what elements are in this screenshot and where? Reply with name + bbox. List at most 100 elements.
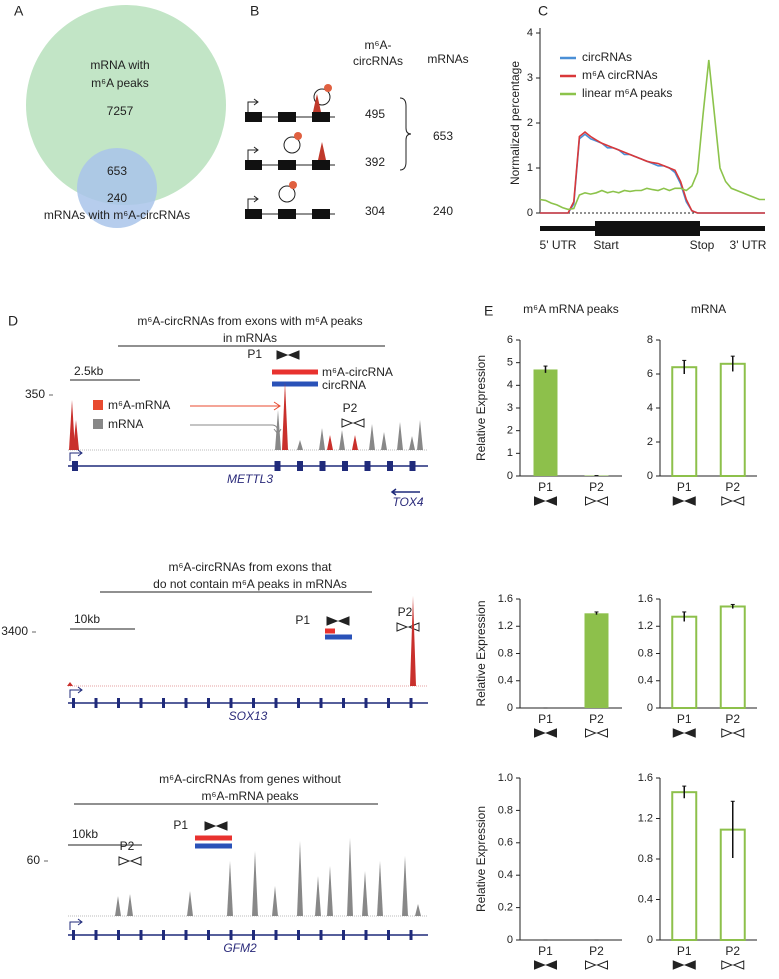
x-tick-label: P1 xyxy=(538,712,553,726)
exon xyxy=(278,209,296,219)
exon xyxy=(342,698,345,708)
coverage-peak xyxy=(297,841,303,916)
exon xyxy=(162,698,165,708)
x-tick-label: P2 xyxy=(725,944,740,958)
coverage-peak xyxy=(272,886,278,916)
y-tick-label: 0 xyxy=(647,934,653,946)
table-value: 495 xyxy=(365,107,385,121)
tss-arrow xyxy=(69,686,83,698)
exon xyxy=(409,461,416,471)
x-tick-label: P1 xyxy=(677,480,692,494)
track-ymax: 60 xyxy=(27,853,41,867)
exon xyxy=(117,930,120,940)
track-title: m⁶A-mRNA peaks xyxy=(202,789,299,803)
gene-name: SOX13 xyxy=(229,709,268,723)
chart-title: mRNA xyxy=(691,302,726,316)
circ-bar xyxy=(272,381,318,387)
circ-bar xyxy=(195,835,232,841)
y-tick-label: 0.8 xyxy=(498,804,513,816)
coverage-peak xyxy=(69,400,75,450)
exon xyxy=(72,930,75,940)
tss-arrow xyxy=(247,195,259,209)
exon xyxy=(245,160,262,170)
primer-symbol xyxy=(118,856,131,866)
venn-count: 240 xyxy=(107,191,127,205)
primer-symbol xyxy=(276,350,289,360)
primer-symbol xyxy=(721,728,734,738)
primer-symbol xyxy=(596,728,608,738)
exon xyxy=(274,930,278,940)
exon xyxy=(278,112,296,122)
y-tick-label: 6 xyxy=(647,368,653,380)
y-tick-label: 4 xyxy=(507,379,513,391)
y-tick-label: 6 xyxy=(507,334,513,346)
exon xyxy=(409,930,413,940)
exon xyxy=(312,209,330,219)
gene-arrow xyxy=(390,488,420,496)
y-tick-label: 0 xyxy=(507,702,513,714)
primer-label: P1 xyxy=(173,818,188,832)
exon xyxy=(207,930,210,940)
coverage-peak xyxy=(347,838,353,916)
y-tick-label: 1 xyxy=(507,447,513,459)
brace xyxy=(399,97,412,171)
primer-symbol xyxy=(287,350,300,360)
cds-bar xyxy=(595,221,700,236)
circ-bar xyxy=(325,628,335,634)
primer-symbol xyxy=(215,821,228,831)
primer-symbol xyxy=(585,728,597,738)
legend-label: m⁶A circRNAs xyxy=(582,68,658,82)
gene-name: METTL3 xyxy=(227,472,273,486)
m6a-dot xyxy=(294,132,302,140)
pointer xyxy=(190,424,282,435)
gene-name: TOX4 xyxy=(392,495,423,509)
primer-symbol xyxy=(721,496,734,506)
x-tick-label: P1 xyxy=(677,712,692,726)
coverage-peak xyxy=(339,430,345,450)
legend-label: circRNA xyxy=(322,378,366,392)
bar xyxy=(584,613,609,708)
y-tick-label: 0.2 xyxy=(498,902,513,914)
coverage-peak xyxy=(327,435,333,450)
exon xyxy=(72,698,75,708)
y-tick-label: 0 xyxy=(647,470,653,482)
y-tick-label: 1.0 xyxy=(498,772,513,784)
exon xyxy=(319,461,326,471)
circ-bar xyxy=(325,634,352,640)
y-tick-label: 2 xyxy=(527,117,533,129)
primer-symbol xyxy=(732,960,745,970)
primer-symbol xyxy=(672,728,685,738)
line-series xyxy=(540,130,765,214)
y-tick-label: 3 xyxy=(507,402,513,414)
track-ymax: 3400 xyxy=(1,624,28,638)
legend-swatch xyxy=(93,400,103,410)
m6a-dot xyxy=(289,181,297,189)
y-tick-label: 4 xyxy=(647,402,653,414)
exon xyxy=(278,160,296,170)
primer-symbol xyxy=(396,622,409,632)
primer-symbol xyxy=(534,496,546,506)
column-header: circRNAs xyxy=(353,54,403,68)
primer-symbol xyxy=(721,960,734,970)
primer-symbol xyxy=(596,960,608,970)
y-tick-label: 0.4 xyxy=(498,675,513,687)
exon xyxy=(364,461,371,471)
exon xyxy=(274,698,278,708)
table-value: 392 xyxy=(365,155,385,169)
column-header: mRNAs xyxy=(427,52,468,66)
primer-symbol xyxy=(204,821,217,831)
exon xyxy=(94,698,98,708)
venn-count: 653 xyxy=(107,164,127,178)
primer-symbol xyxy=(683,496,696,506)
y-tick-label: 0.6 xyxy=(498,837,513,849)
scale-label: 2.5kb xyxy=(74,364,104,378)
track-ymax: 350 xyxy=(25,387,45,401)
primer-symbol xyxy=(683,728,696,738)
region-label: Start xyxy=(593,238,619,252)
y-tick-label: 0 xyxy=(507,934,513,946)
y-tick-label: 5 xyxy=(507,357,513,369)
y-tick-label: 0.4 xyxy=(638,675,653,687)
circ-bar xyxy=(272,369,318,375)
venn-count: 7257 xyxy=(107,104,134,118)
